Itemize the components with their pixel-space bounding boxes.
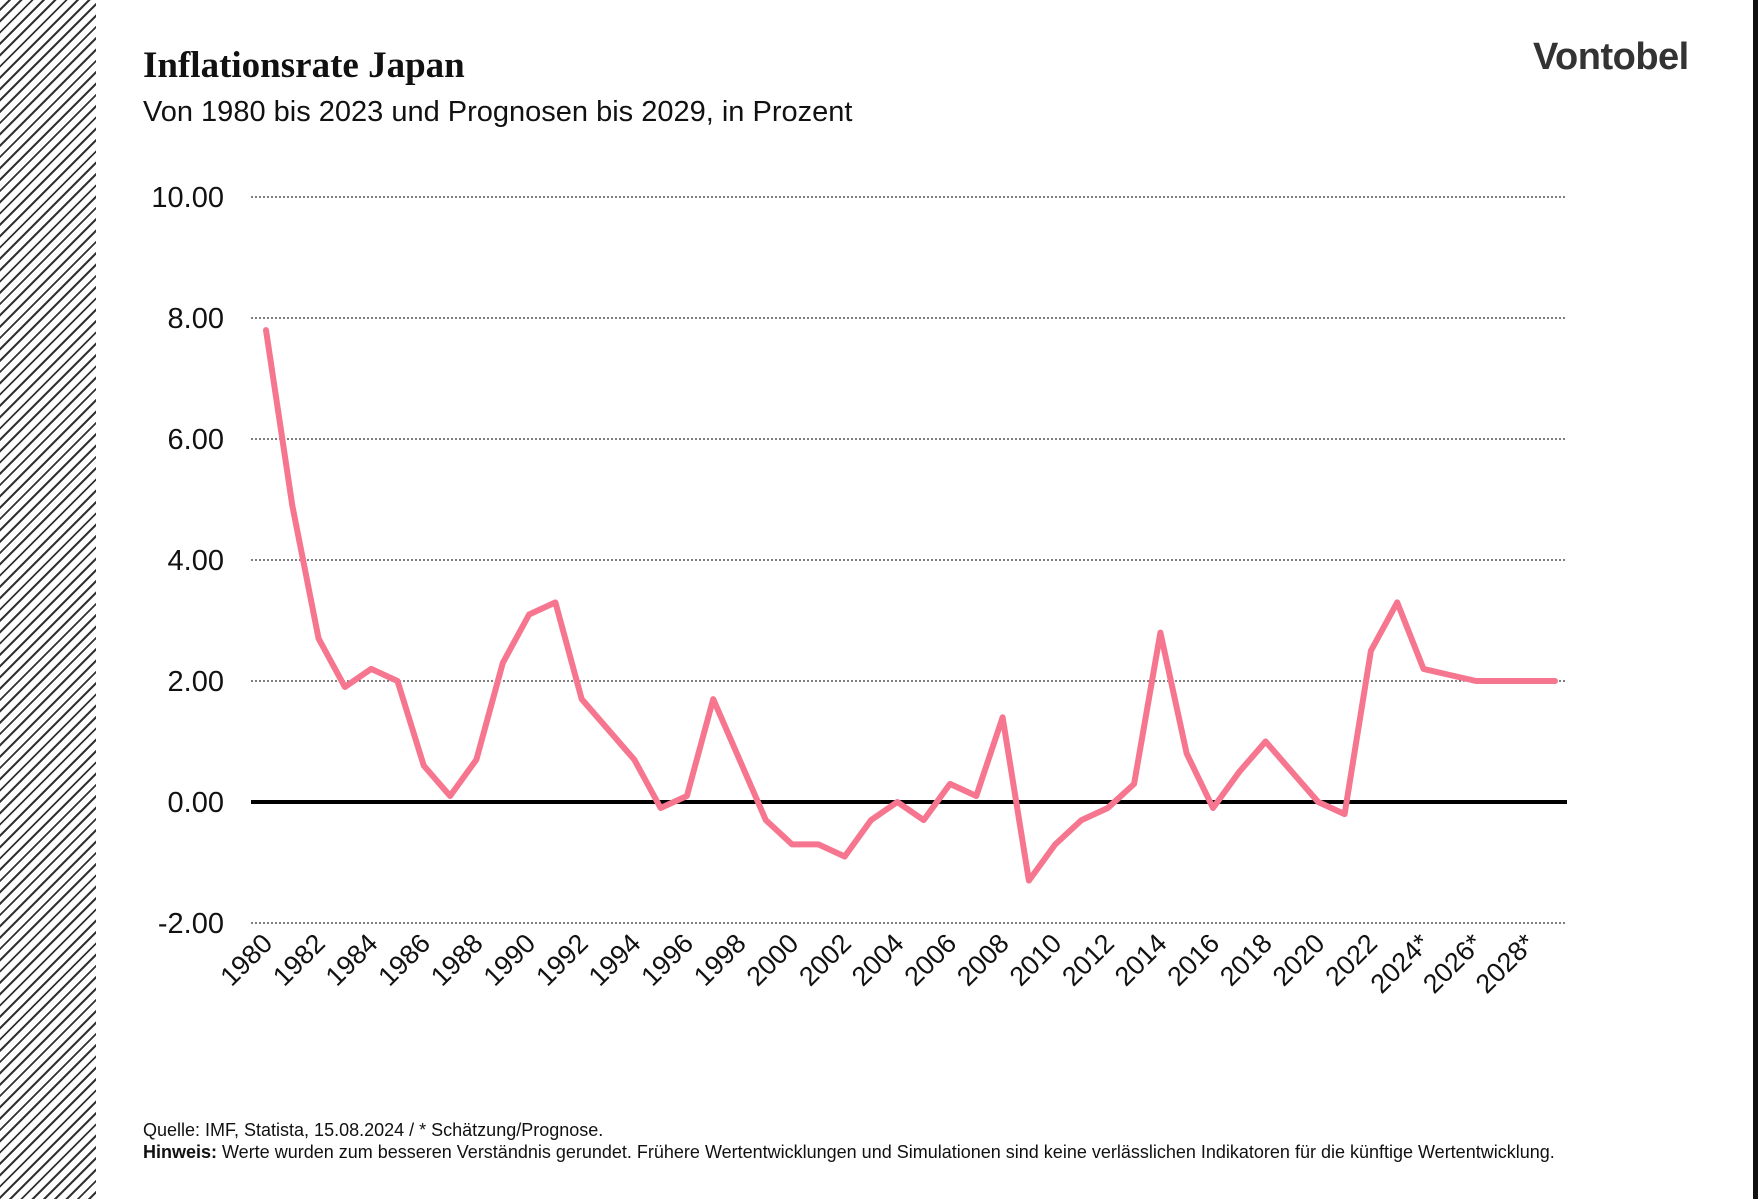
x-tick-label: 2028*: [1470, 928, 1541, 999]
disclaimer-text: Werte wurden zum besseren Verständnis ge…: [217, 1142, 1555, 1162]
x-tick-label: 1984: [320, 928, 384, 992]
y-tick-label: 0.00: [168, 787, 224, 819]
x-tick-label: 2000: [741, 928, 805, 992]
x-tick-label: 1990: [478, 928, 542, 992]
chart-subtitle: Von 1980 bis 2023 und Prognosen bis 2029…: [143, 96, 853, 128]
y-tick-label: 6.00: [168, 424, 224, 456]
x-tick-label: 2006: [899, 928, 963, 992]
x-tick-label: 2016: [1162, 928, 1226, 992]
x-tick-label: 2014: [1109, 928, 1173, 992]
x-tick-label: 1980: [215, 928, 279, 992]
x-tick-label: 2010: [1004, 928, 1068, 992]
x-tick-label: 2020: [1267, 928, 1331, 992]
y-tick-label: -2.00: [158, 908, 224, 940]
disclaimer-label: Hinweis:: [143, 1142, 218, 1162]
disclaimer: Hinweis: Werte wurden zum besseren Verst…: [143, 1142, 1555, 1163]
y-tick-label: 8.00: [168, 303, 224, 335]
x-tick-label: 2026*: [1417, 928, 1488, 999]
x-tick-label: 1986: [372, 928, 436, 992]
x-tick-label: 2012: [1056, 928, 1120, 992]
x-tick-label: 2008: [951, 928, 1015, 992]
inflation-series-line: [263, 327, 1558, 884]
chart-title: Inflationsrate Japan: [143, 45, 465, 86]
x-tick-label: 1992: [530, 928, 594, 992]
x-tick-label: 1994: [583, 928, 647, 992]
x-tick-label: 1988: [425, 928, 489, 992]
x-tick-label: 1996: [635, 928, 699, 992]
x-tick-label: 2004: [846, 928, 910, 992]
hatched-side-stripe: [0, 0, 96, 1199]
x-tick-label: 2018: [1214, 928, 1278, 992]
right-edge-bar: [1753, 0, 1758, 1199]
y-tick-label: 10.00: [151, 182, 224, 214]
vontobel-logo: Vontobel: [1533, 36, 1689, 78]
source-note: Quelle: IMF, Statista, 15.08.2024 / * Sc…: [143, 1120, 604, 1140]
y-tick-label: 4.00: [168, 545, 224, 577]
x-tick-label: 2024*: [1365, 928, 1436, 999]
x-tick-label: 1998: [688, 928, 752, 992]
x-tick-label: 2002: [793, 928, 857, 992]
x-tick-label: 1982: [267, 928, 331, 992]
y-tick-label: 2.00: [168, 666, 224, 698]
